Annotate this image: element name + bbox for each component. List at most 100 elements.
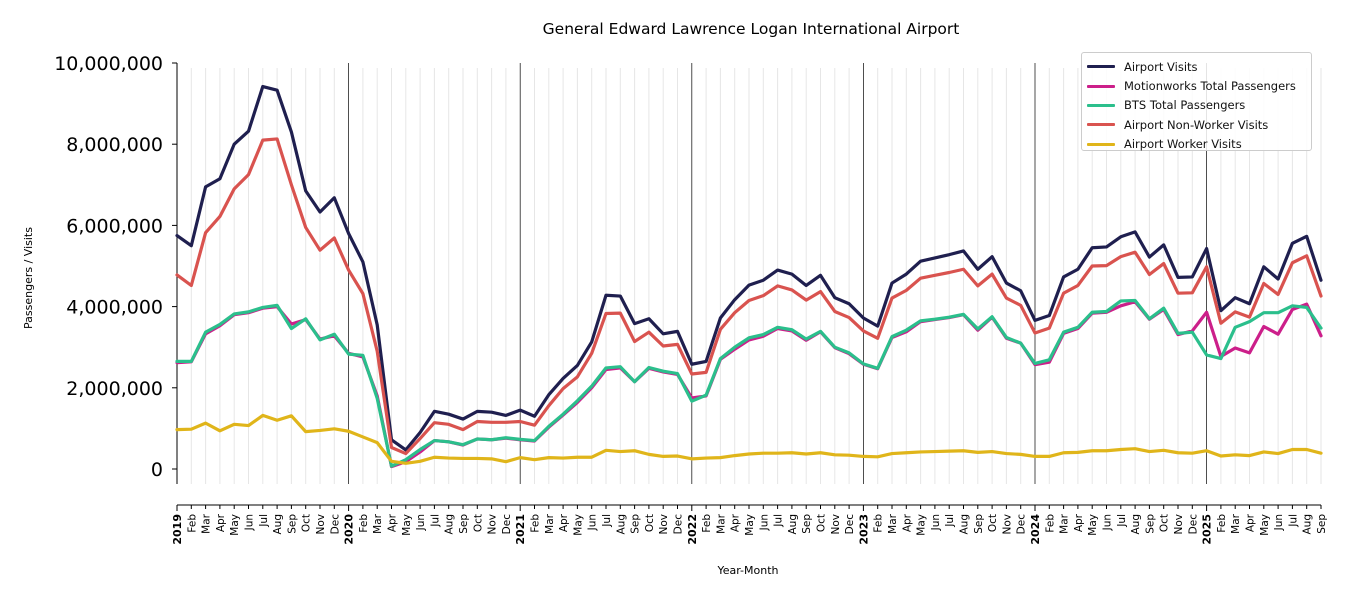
series-line-airport-worker-visits — [175, 413, 1323, 465]
chart-title: General Edward Lawrence Logan Internatio… — [543, 20, 960, 38]
x-tick-label: Jun — [1102, 514, 1114, 531]
legend-swatch — [1087, 123, 1115, 127]
x-tick-label: 2019 — [171, 514, 184, 545]
y-tick-label: 4,000,000 — [66, 297, 163, 319]
x-tick-label: Feb — [186, 514, 198, 533]
x-tick-label: Mar — [887, 513, 899, 533]
x-tick-label: Nov — [487, 514, 499, 535]
x-tick-label: Jul — [944, 514, 956, 528]
y-tick-label: 8,000,000 — [66, 134, 163, 156]
x-tick-label: 2020 — [343, 514, 356, 545]
x-tick-label: Sep — [1316, 514, 1328, 534]
x-tick-label: 2023 — [857, 514, 870, 545]
x-tick-label: Nov — [315, 514, 327, 535]
y-tick-label: 2,000,000 — [66, 378, 163, 400]
x-tick-label: 2022 — [686, 514, 699, 545]
x-tick-label: Apr — [215, 513, 227, 532]
x-tick-label: Apr — [387, 513, 399, 532]
x-tick-label: Jun — [587, 514, 599, 531]
x-tick-label: Apr — [901, 513, 913, 532]
x-tick-label: Dec — [1187, 514, 1199, 535]
x-tick-label: May — [572, 514, 584, 536]
x-tick-label: Nov — [830, 514, 842, 535]
x-tick-label: Jul — [1116, 514, 1128, 528]
x-tick-label: Oct — [644, 514, 656, 532]
x-tick-label: Feb — [530, 514, 542, 533]
x-tick-label: Aug — [787, 514, 799, 535]
x-tick-label: Sep — [286, 514, 298, 534]
x-tick-label: Aug — [1130, 514, 1142, 535]
x-tick-label: Mar — [201, 513, 213, 533]
x-tick-label: Mar — [1230, 513, 1242, 533]
x-tick-label: Jun — [758, 514, 770, 531]
x-tick-label: Aug — [615, 514, 627, 535]
x-tick-label: Feb — [1216, 514, 1228, 533]
legend-item: BTS Total Passengers — [1087, 96, 1311, 115]
x-tick-label: Oct — [816, 514, 828, 532]
x-tick-label: May — [1259, 514, 1271, 536]
legend-label: Airport Visits — [1124, 59, 1198, 74]
x-tick-label: May — [401, 514, 413, 536]
x-tick-label: Sep — [458, 514, 470, 534]
x-tick-label: Mar — [1059, 513, 1071, 533]
x-tick-label: Oct — [1159, 514, 1171, 532]
x-tick-label: Oct — [472, 514, 484, 532]
x-tick-label: Aug — [959, 514, 971, 535]
x-tick-label: Apr — [730, 513, 742, 532]
x-tick-label: Apr — [558, 513, 570, 532]
x-tick-label: Dec — [501, 514, 513, 535]
x-tick-label: May — [916, 514, 928, 536]
legend-swatch — [1087, 84, 1115, 88]
legend-label: Motionworks Total Passengers — [1124, 79, 1296, 94]
x-tick-label: 2024 — [1029, 514, 1042, 545]
x-tick-label: Feb — [358, 514, 370, 533]
series-line-airport-visits — [175, 84, 1323, 452]
x-tick-label: Jul — [1287, 514, 1299, 528]
legend-label: Airport Worker Visits — [1124, 137, 1242, 152]
x-tick-label: Aug — [444, 514, 456, 535]
x-tick-label: Jun — [244, 514, 256, 531]
x-tick-label: Sep — [801, 514, 813, 534]
x-tick-label: May — [744, 514, 756, 536]
x-tick-label: Mar — [372, 513, 384, 533]
y-axis-label: Passengers / Visits — [22, 227, 35, 329]
x-tick-label: Nov — [1173, 514, 1185, 535]
x-tick-label: Feb — [1044, 514, 1056, 533]
legend-item: Airport Visits — [1087, 57, 1311, 76]
x-tick-label: Dec — [329, 514, 341, 535]
x-tick-label: Aug — [1302, 514, 1314, 535]
legend-swatch — [1087, 142, 1115, 146]
x-tick-label: Jun — [1273, 514, 1285, 531]
series-line-bts-total-passengers — [175, 298, 1323, 468]
year-marker-lines — [348, 63, 1207, 484]
series-lines — [175, 84, 1323, 469]
x-tick-label: Dec — [844, 514, 856, 535]
legend-swatch — [1087, 65, 1115, 69]
x-tick-label: Nov — [658, 514, 670, 535]
legend-label: BTS Total Passengers — [1124, 98, 1246, 113]
x-axis-label: Year-Month — [716, 564, 778, 577]
y-tick-label: 10,000,000 — [54, 53, 163, 75]
x-tick-label: 2021 — [514, 514, 527, 545]
x-tick-label: May — [229, 514, 241, 536]
x-tick-label: Mar — [715, 513, 727, 533]
x-tick-label: Jul — [258, 514, 270, 528]
x-tick-label: Jun — [930, 514, 942, 531]
x-tick-label: Feb — [873, 514, 885, 533]
x-tick-label: Apr — [1245, 513, 1257, 532]
x-tick-label: Oct — [987, 514, 999, 532]
legend: Airport Visits Motionworks Total Passenge… — [1081, 52, 1312, 151]
x-tick-label: Nov — [1001, 514, 1013, 535]
y-tick-label: 6,000,000 — [66, 215, 163, 237]
legend-item: Motionworks Total Passengers — [1087, 76, 1311, 95]
x-tick-label: Jul — [601, 514, 613, 528]
x-tick-label: Apr — [1073, 513, 1085, 532]
x-tick-label: Jul — [773, 514, 785, 528]
x-tick-label: Dec — [1016, 514, 1028, 535]
legend-item: Airport Non-Worker Visits — [1087, 115, 1311, 134]
x-tick-label: Aug — [272, 514, 284, 535]
x-tick-label: 2025 — [1201, 514, 1214, 545]
x-tick-label: Jun — [415, 514, 427, 531]
x-tick-label: Sep — [1144, 514, 1156, 534]
